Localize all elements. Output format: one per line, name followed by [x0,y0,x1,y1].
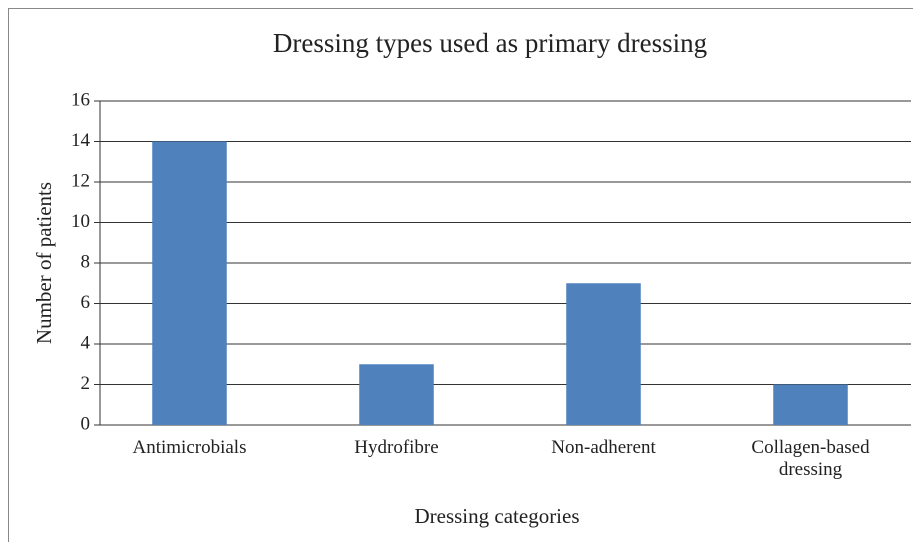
y-tick-label: 4 [81,332,91,353]
y-tick-label: 16 [71,89,90,110]
y-tick-label: 2 [81,373,91,394]
y-tick-label: 0 [81,413,91,434]
x-axis-label: Dressing categories [414,504,579,528]
y-tick-label: 10 [71,211,90,232]
x-tick-label: Hydrofibre [354,437,439,458]
bar [152,141,227,425]
x-tick-label: Non-adherent [551,437,656,458]
bar [773,384,848,425]
frame [8,8,913,542]
y-axis-label: Number of patients [32,182,56,344]
y-tick-label: 8 [81,251,91,272]
bar [566,283,641,425]
y-tick-label: 14 [71,130,91,151]
x-tick-label: Collagen-based dressing [751,437,870,480]
chart-title: Dressing types used as primary dressing [273,28,707,58]
x-tick-label: Antimicrobials [132,437,247,458]
y-tick-label: 6 [81,292,91,313]
y-tick-label: 12 [71,170,90,191]
bar [359,364,434,425]
